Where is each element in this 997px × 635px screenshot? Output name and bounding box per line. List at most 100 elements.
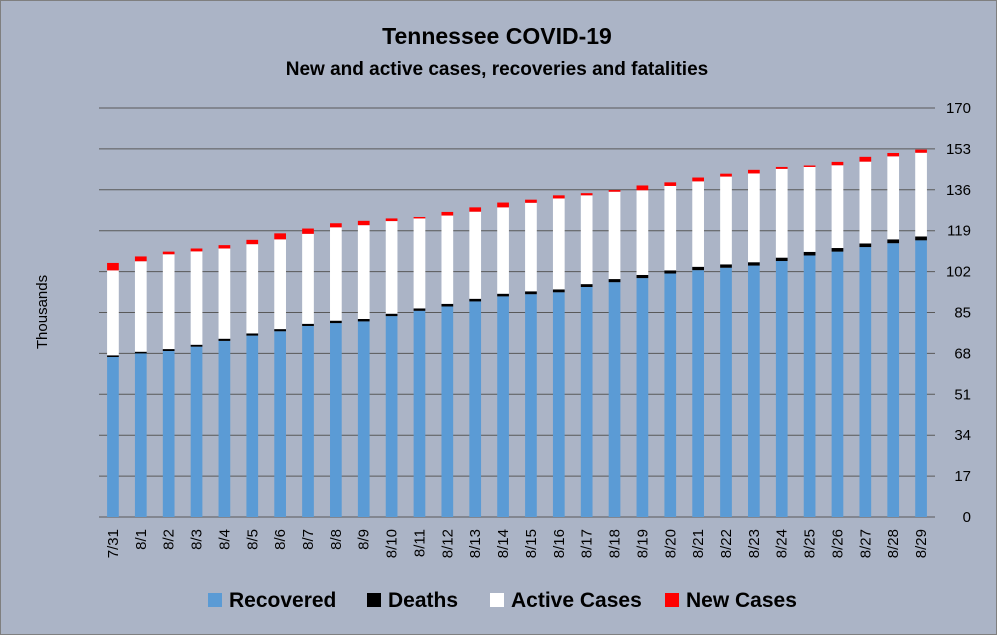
bar-recovered [692, 270, 704, 517]
legend-label: New Cases [686, 589, 797, 612]
bar-recovered [775, 261, 788, 517]
x-tick-label: 8/22 [718, 529, 735, 558]
bar-recovered [803, 255, 816, 517]
bar-deaths [357, 318, 370, 322]
bar-recovered [720, 267, 732, 517]
bar-recovered [134, 353, 147, 517]
bar-active-cases [385, 221, 398, 314]
bar-active-cases [134, 261, 147, 352]
bar-recovered [190, 346, 203, 517]
bar-new-cases [525, 199, 537, 203]
x-tick-label: 8/23 [746, 529, 763, 558]
x-tick-label: 8/15 [523, 529, 540, 558]
legend-label: Recovered [229, 589, 336, 612]
bar-deaths [162, 349, 175, 351]
bar-deaths [552, 289, 565, 293]
bar-active-cases [357, 225, 370, 319]
y-tick-label: 102 [946, 264, 971, 281]
bar-recovered [330, 323, 342, 517]
bar-recovered [887, 243, 900, 518]
bar-recovered [413, 310, 426, 517]
bar-deaths [274, 329, 286, 332]
bar-new-cases [664, 182, 677, 186]
bar-new-cases [497, 202, 509, 208]
bar-new-cases [218, 245, 231, 249]
bar-new-cases [357, 220, 370, 226]
x-tick-label: 8/19 [634, 529, 651, 558]
x-tick-label: 8/4 [216, 529, 233, 550]
x-tick-label: 8/1 [133, 529, 150, 550]
bar-new-cases [441, 211, 454, 216]
bar-recovered [497, 296, 509, 517]
bar-recovered [357, 321, 370, 517]
bar-deaths [748, 262, 760, 266]
bar-recovered [469, 301, 482, 517]
bar-new-cases [469, 207, 482, 212]
bar-new-cases [302, 228, 314, 234]
bar-new-cases [385, 218, 398, 222]
bar-recovered [385, 316, 398, 517]
x-tick-label: 8/7 [300, 529, 317, 550]
bar-active-cases [302, 233, 314, 324]
y-tick-label: 68 [954, 345, 971, 362]
bar-active-cases [218, 248, 231, 339]
legend-swatch [490, 593, 504, 607]
bar-active-cases [887, 156, 900, 240]
bars [107, 149, 927, 518]
x-tick-label: 8/2 [161, 529, 178, 550]
bar-deaths [525, 291, 537, 295]
bar-recovered [915, 240, 927, 517]
bar-deaths [246, 333, 259, 336]
legend-label: Deaths [388, 589, 458, 612]
bar-new-cases [330, 223, 342, 228]
bar-recovered [107, 357, 119, 517]
bar-deaths [580, 284, 593, 287]
bar-active-cases [608, 191, 621, 280]
x-tick-label: 8/20 [662, 529, 679, 558]
bar-active-cases [107, 270, 119, 356]
bar-active-cases [274, 239, 286, 330]
bar-new-cases [413, 216, 426, 219]
bar-active-cases [748, 173, 760, 263]
x-tick-label: 8/11 [411, 529, 428, 557]
y-tick-label: 85 [954, 305, 971, 322]
y-tick-labels: 0 17 34 51 68 85 102 119 136 153 170 [946, 100, 971, 526]
x-tick-label: 8/26 [829, 529, 846, 558]
bar-deaths [107, 355, 119, 358]
x-tick-label: 8/9 [356, 529, 373, 550]
x-tick-label: 8/24 [774, 529, 791, 558]
y-tick-label: 153 [946, 141, 971, 158]
bar-recovered [218, 340, 231, 517]
bar-recovered [636, 278, 649, 517]
y-tick-label: 34 [954, 427, 971, 444]
bar-active-cases [413, 218, 426, 309]
bar-recovered [831, 251, 844, 518]
bar-active-cases [525, 202, 537, 292]
bar-active-cases [831, 165, 844, 249]
bar-recovered [274, 331, 286, 517]
legend-label: Active Cases [511, 589, 642, 612]
bar-new-cases [608, 190, 621, 192]
bar-new-cases [107, 262, 119, 271]
bar-recovered [859, 247, 872, 517]
bar-active-cases [552, 198, 565, 290]
bar-new-cases [915, 149, 927, 153]
bar-new-cases [887, 152, 900, 157]
bar-new-cases [831, 161, 844, 166]
x-tick-label: 8/16 [551, 529, 568, 558]
chart-subtitle: New and active cases, recoveries and fat… [286, 59, 708, 80]
bar-deaths [636, 274, 649, 279]
bar-active-cases [246, 244, 259, 334]
x-tick-label: 8/14 [495, 529, 512, 558]
bar-new-cases [775, 166, 788, 169]
chart-title: Tennessee COVID-19 [382, 23, 612, 49]
bar-recovered [525, 294, 537, 517]
y-tick-label: 119 [947, 223, 971, 240]
bar-recovered [748, 265, 760, 517]
bar-deaths [218, 338, 231, 341]
bar-new-cases [748, 169, 760, 174]
bar-recovered [302, 325, 314, 517]
bar-deaths [775, 257, 788, 262]
legend-swatch [367, 593, 381, 607]
